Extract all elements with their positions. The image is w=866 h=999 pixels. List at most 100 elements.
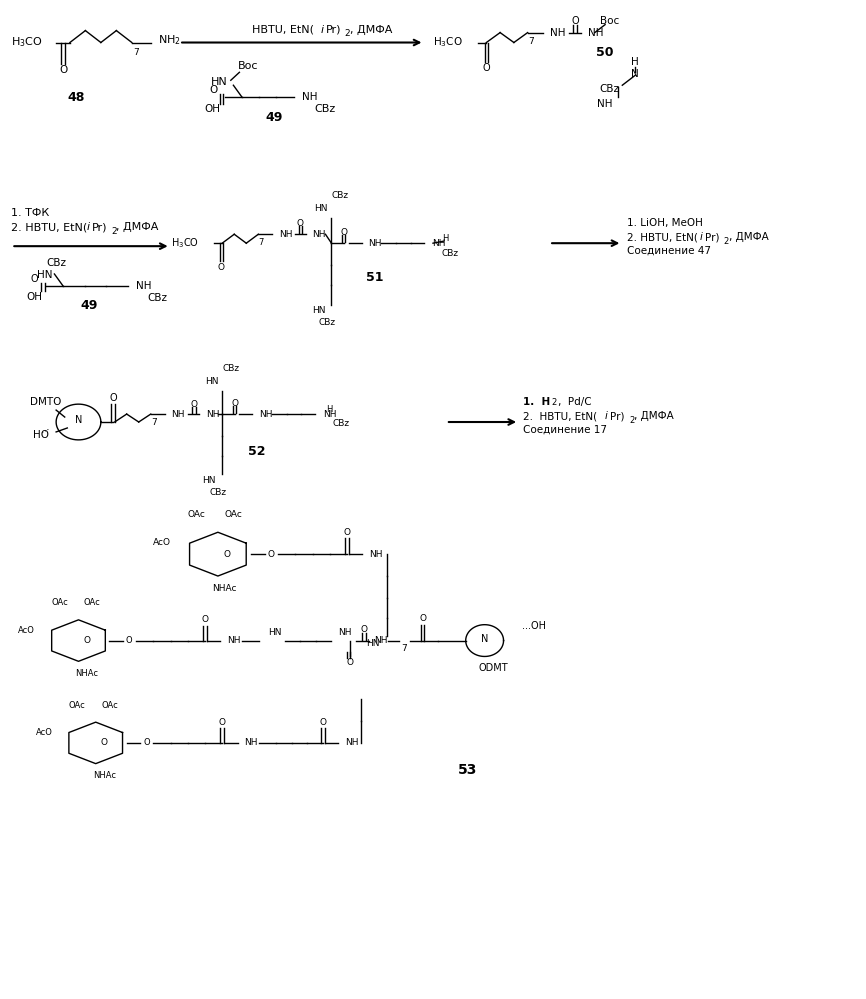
Text: NH: NH <box>598 99 613 109</box>
Text: NH: NH <box>339 628 352 637</box>
Text: CBz: CBz <box>599 84 619 94</box>
Text: NH: NH <box>171 410 185 419</box>
Text: O: O <box>347 658 354 667</box>
Text: AcO: AcO <box>36 728 53 737</box>
Text: NH: NH <box>313 230 326 239</box>
Text: , ДМФА: , ДМФА <box>634 411 674 421</box>
Text: 2. HBTU, EtN(: 2. HBTU, EtN( <box>627 232 697 242</box>
Text: HO: HO <box>34 430 49 440</box>
Text: ODMT: ODMT <box>478 663 508 673</box>
Text: 1.  H: 1. H <box>523 398 551 408</box>
Text: O: O <box>482 63 490 73</box>
Text: HN: HN <box>205 377 218 386</box>
Text: O: O <box>219 717 226 726</box>
Text: CBz: CBz <box>332 191 349 200</box>
Text: i: i <box>87 223 90 233</box>
Text: O: O <box>143 738 150 747</box>
Text: $\mathregular{NH_2}$: $\mathregular{NH_2}$ <box>158 34 181 47</box>
Text: NH: NH <box>346 738 359 747</box>
Text: O: O <box>360 625 368 634</box>
Text: H: H <box>326 405 333 414</box>
Text: Boc: Boc <box>600 16 619 26</box>
Text: O: O <box>210 85 217 95</box>
Text: O: O <box>100 738 108 747</box>
Text: NH: NH <box>206 410 219 419</box>
Text: 7: 7 <box>133 48 139 57</box>
Text: 48: 48 <box>68 91 85 104</box>
Text: Pr): Pr) <box>611 411 624 421</box>
Text: 2: 2 <box>345 29 350 38</box>
Text: OH: OH <box>204 104 221 114</box>
Text: CBz: CBz <box>210 489 226 498</box>
Text: O: O <box>341 228 348 237</box>
Text: 1. LiOH, MeOH: 1. LiOH, MeOH <box>627 219 702 229</box>
Text: 2: 2 <box>724 237 729 246</box>
Text: O: O <box>109 394 117 404</box>
Text: OH: OH <box>27 292 42 302</box>
Text: ...OH: ...OH <box>521 620 546 630</box>
Text: 7: 7 <box>528 37 534 46</box>
Text: NH: NH <box>588 28 604 38</box>
Text: 2: 2 <box>552 398 557 407</box>
Text: Соединение 17: Соединение 17 <box>523 425 607 435</box>
Text: AcO: AcO <box>153 537 171 546</box>
Text: 52: 52 <box>248 446 265 459</box>
Text: 2. HBTU, EtN(: 2. HBTU, EtN( <box>11 223 87 233</box>
Text: OAc: OAc <box>101 700 118 709</box>
Text: ...: ... <box>38 422 50 435</box>
Text: NH: NH <box>368 239 382 248</box>
Text: O: O <box>202 615 209 624</box>
Text: CBz: CBz <box>442 249 459 258</box>
Text: NH: NH <box>432 239 446 248</box>
Text: H: H <box>631 57 639 67</box>
Text: OAc: OAc <box>51 598 68 607</box>
Text: Pr): Pr) <box>705 232 720 242</box>
Text: NH: NH <box>323 410 336 419</box>
Text: 2.  HBTU, EtN(: 2. HBTU, EtN( <box>523 411 598 421</box>
Text: HN: HN <box>312 307 326 316</box>
Text: Соединение 47: Соединение 47 <box>627 246 711 256</box>
Text: OAc: OAc <box>224 509 242 518</box>
Text: CBz: CBz <box>315 104 336 114</box>
Text: i: i <box>320 25 323 35</box>
Text: CBz: CBz <box>46 258 66 268</box>
Text: NH: NH <box>369 549 383 558</box>
Text: 50: 50 <box>597 46 614 59</box>
Text: N: N <box>481 633 488 643</box>
Text: 53: 53 <box>458 762 477 776</box>
Text: ,  Pd/C: , Pd/C <box>558 398 591 408</box>
Text: Boc: Boc <box>238 61 258 71</box>
Text: O: O <box>297 219 304 228</box>
Text: NHAc: NHAc <box>212 584 237 593</box>
Text: 51: 51 <box>365 272 384 285</box>
Text: HN: HN <box>314 204 328 213</box>
Text: O: O <box>320 717 326 726</box>
Text: NHAc: NHAc <box>93 771 116 780</box>
Text: 7: 7 <box>152 418 157 427</box>
Text: O: O <box>344 527 351 536</box>
Text: HN: HN <box>211 77 228 87</box>
Text: NH: NH <box>550 28 565 38</box>
Text: Pr): Pr) <box>93 223 107 233</box>
Text: CBz: CBz <box>333 420 350 429</box>
Text: O: O <box>126 636 132 645</box>
Text: NH: NH <box>136 281 152 291</box>
Text: OAc: OAc <box>187 509 205 518</box>
Text: $\mathregular{H_3CO}$: $\mathregular{H_3CO}$ <box>171 237 198 250</box>
Text: Pr): Pr) <box>326 25 341 35</box>
Text: NH: NH <box>374 636 388 645</box>
Text: HN: HN <box>366 639 379 648</box>
Text: CBz: CBz <box>223 364 239 373</box>
Text: HN: HN <box>37 270 53 280</box>
Text: , ДМФА: , ДМФА <box>350 25 392 35</box>
Text: OAc: OAc <box>68 700 85 709</box>
Text: DMTO: DMTO <box>30 398 61 408</box>
Text: O: O <box>84 636 91 645</box>
Text: 49: 49 <box>265 111 282 124</box>
Text: 7: 7 <box>258 238 263 247</box>
Text: O: O <box>268 549 275 558</box>
Text: N: N <box>74 415 82 425</box>
Text: HBTU, EtN(: HBTU, EtN( <box>252 25 314 35</box>
Text: NH: NH <box>279 230 293 239</box>
Text: O: O <box>31 274 38 284</box>
